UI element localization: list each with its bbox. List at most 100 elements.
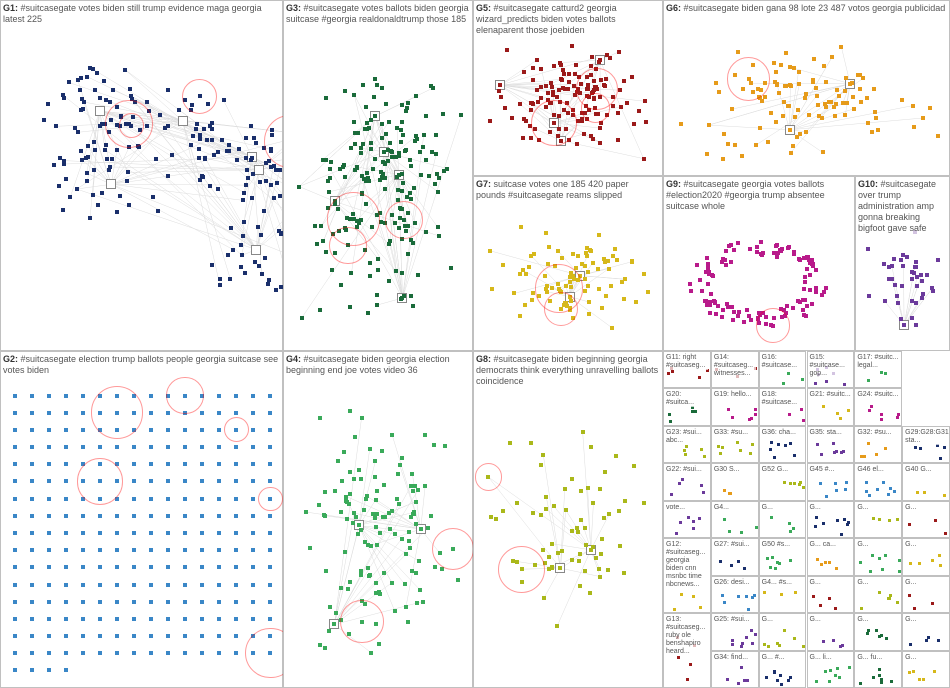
graph-node [149, 462, 153, 466]
graph-node [47, 411, 51, 415]
graph-node [400, 537, 404, 541]
graph-node [111, 88, 115, 92]
graph-node [583, 526, 587, 530]
graph-node [380, 86, 384, 90]
graph-node [333, 489, 337, 493]
graph-node [132, 462, 136, 466]
graph-node [76, 78, 80, 82]
small-panel-label: G24: #suitc... [857, 391, 899, 399]
graph-node [788, 128, 792, 132]
graph-node [912, 670, 915, 673]
graph-node [30, 497, 34, 501]
small-cluster-cell: G... [854, 501, 902, 538]
graph-node [317, 503, 321, 507]
graph-node [200, 548, 204, 552]
panel-label: G10: #suitcasegate over trump administra… [858, 179, 947, 234]
small-cluster-cell: G52 G... [759, 463, 807, 500]
graph-node [81, 514, 85, 518]
graph-node [773, 670, 776, 673]
graph-node [442, 169, 446, 173]
graph-node [445, 167, 449, 171]
graph-node [501, 263, 505, 267]
graph-node [859, 561, 862, 564]
graph-node [914, 260, 918, 264]
graph-node [736, 50, 740, 54]
graph-node [798, 483, 801, 486]
graph-node [339, 586, 343, 590]
graph-node [251, 565, 255, 569]
graph-node [208, 184, 212, 188]
graph-node [375, 543, 379, 547]
graph-node [570, 44, 574, 48]
graph-node [878, 591, 881, 594]
graph-node [754, 143, 758, 147]
graph-node [80, 97, 84, 101]
graph-node [417, 559, 421, 563]
graph-node [13, 514, 17, 518]
graph-node [749, 318, 753, 322]
graph-node [847, 409, 850, 412]
graph-node [354, 515, 358, 519]
graph-node [731, 416, 734, 419]
small-cluster-cell: G30 S... [711, 463, 759, 500]
graph-node [859, 682, 862, 685]
graph-node [395, 497, 399, 501]
graph-node [108, 165, 112, 169]
graph-node [217, 445, 221, 449]
graph-node [81, 617, 85, 621]
graph-node [872, 676, 875, 679]
graph-node [878, 518, 881, 521]
small-panel-label: G19: hello... [714, 391, 756, 399]
graph-node [807, 113, 811, 117]
graph-node [210, 121, 214, 125]
graph-node [515, 501, 519, 505]
small-panel-label: G30 S... [714, 466, 756, 474]
graph-node [732, 248, 736, 252]
graph-node [865, 481, 868, 484]
graph-node [47, 497, 51, 501]
graph-node [323, 490, 327, 494]
small-panel-label: G... ca... [810, 541, 852, 549]
graph-node [896, 601, 899, 604]
graph-node [885, 637, 888, 640]
graph-node [183, 531, 187, 535]
graph-node [580, 119, 584, 123]
graph-node [530, 298, 534, 302]
graph-node [218, 277, 222, 281]
graph-node [820, 453, 823, 456]
graph-node [556, 249, 560, 253]
graph-node [893, 490, 896, 493]
graph-node [359, 528, 363, 532]
graph-node [835, 489, 838, 492]
graph-node [13, 634, 17, 638]
graph-node [727, 408, 730, 411]
graph-node [600, 537, 604, 541]
graph-node [793, 482, 796, 485]
graph-node [780, 593, 783, 596]
graph-node [75, 187, 79, 191]
graph-node [802, 419, 805, 422]
graph-node [210, 138, 214, 142]
graph-node [268, 565, 272, 569]
small-panel-label: G15: #suitcase... gop... [810, 354, 852, 378]
small-cluster-cell: G50 #s... [759, 538, 807, 575]
graph-node [251, 514, 255, 518]
graph-node [763, 591, 766, 594]
graph-node [824, 80, 828, 84]
graph-node [774, 244, 778, 248]
graph-node [361, 83, 365, 87]
graph-node [30, 565, 34, 569]
graph-node [348, 470, 352, 474]
graph-node [254, 141, 258, 145]
graph-node [805, 267, 809, 271]
graph-node [275, 181, 279, 185]
graph-node [47, 617, 51, 621]
graph-node [836, 412, 839, 415]
graph-node [550, 542, 554, 546]
graph-node [234, 497, 238, 501]
graph-node [258, 180, 262, 184]
graph-node [313, 224, 317, 228]
graph-node [928, 106, 932, 110]
graph-node [909, 643, 912, 646]
graph-node [268, 531, 272, 535]
